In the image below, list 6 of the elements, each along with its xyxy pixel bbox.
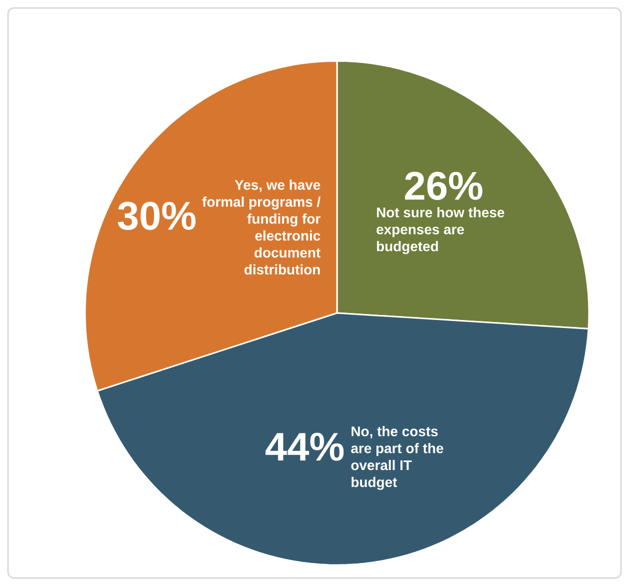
slice-label: Yes, we have formal programs / funding for electronic document distribution — [202, 180, 320, 275]
slice-label: No, the costs are part of the overall IT budget — [351, 426, 444, 490]
data-label: 26% — [405, 172, 482, 200]
data-label: 30% — [118, 202, 196, 230]
slice-label: Not sure how these expenses are budgeted — [376, 207, 504, 254]
data-label: 44% — [266, 432, 344, 461]
